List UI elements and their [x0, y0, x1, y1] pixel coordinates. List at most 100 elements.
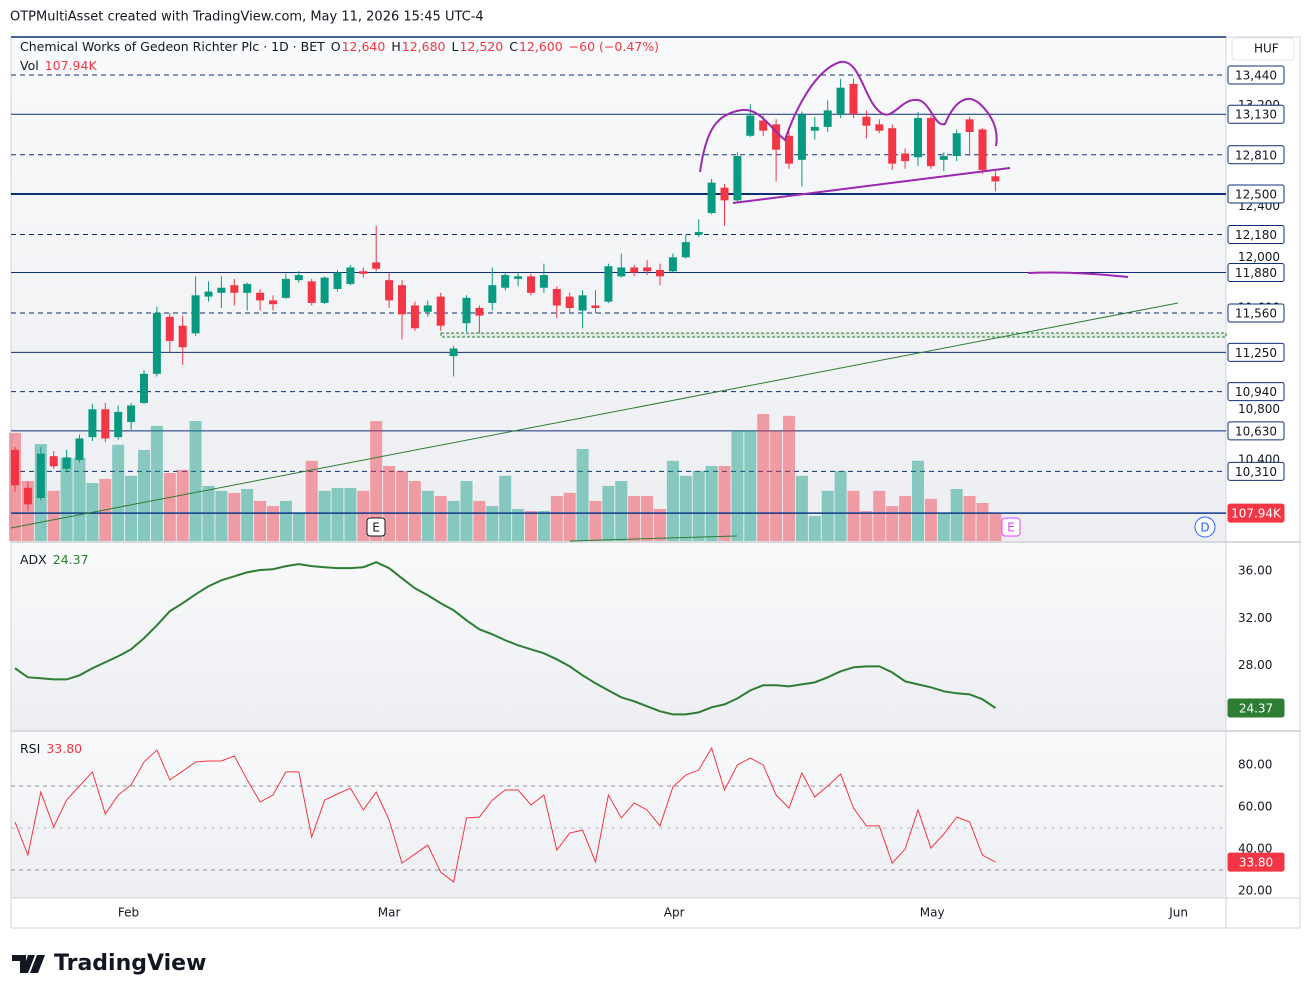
candle-body: [410, 305, 419, 329]
legend-item: 12,520: [459, 39, 503, 54]
candle-body: [939, 156, 948, 160]
legend-value: 33.80: [46, 741, 82, 756]
candle-body: [114, 411, 123, 438]
y-tick-label: 40.00: [1238, 842, 1272, 856]
volume-bar: [138, 449, 150, 541]
legend-item: C: [509, 39, 518, 54]
candle-body: [875, 124, 884, 131]
candle-body: [230, 285, 239, 293]
volume-bar: [163, 472, 176, 541]
volume-bar: [73, 457, 86, 541]
volume-bar: [331, 487, 344, 541]
volume-bar: [447, 500, 460, 541]
volume-bar: [795, 475, 808, 541]
candle-body: [204, 291, 213, 297]
candle-body: [217, 287, 226, 293]
candle-body: [333, 272, 342, 289]
candle-body: [527, 276, 535, 293]
earnings-marker[interactable]: [1001, 517, 1021, 537]
volume-bar: [189, 421, 202, 541]
volume-bar: [847, 490, 860, 541]
price-badge-label: 13,130: [1235, 108, 1277, 122]
support-zone: [440, 332, 1227, 338]
volume-bar: [731, 430, 744, 541]
volume-bar: [21, 481, 34, 541]
volume-bar: [692, 470, 705, 541]
volume-bar: [9, 432, 21, 541]
volume-bar: [744, 430, 757, 541]
volume-bar: [305, 460, 318, 541]
volume-bar: [834, 470, 847, 541]
volume-bar: [434, 496, 447, 541]
y-tick-label: 36.00: [1238, 564, 1272, 578]
candle-body: [178, 325, 187, 348]
candle-body: [36, 453, 45, 498]
candle-body: [423, 305, 432, 312]
price-badge-label: 10,940: [1235, 385, 1277, 399]
adx-pane: [11, 543, 1226, 730]
price-badge: [1227, 852, 1285, 872]
volume-bar: [641, 496, 654, 541]
y-tick-label: 60.00: [1238, 800, 1272, 814]
volume-bar: [318, 490, 331, 541]
candle-body: [475, 307, 484, 316]
candle-body: [372, 262, 381, 269]
x-tick-label: Feb: [118, 906, 139, 920]
volume-bar: [60, 457, 73, 541]
volume-bar: [679, 475, 692, 541]
volume-bar: [757, 414, 770, 541]
volume-bar: [615, 481, 628, 541]
volume-bar: [628, 496, 641, 541]
volume-bar: [783, 415, 795, 541]
candle-body: [385, 280, 394, 301]
volume-bar: [486, 506, 499, 541]
brand: TradingView: [54, 951, 206, 976]
candle-body: [11, 449, 19, 486]
trend-line: [569, 535, 738, 542]
candle-body: [462, 297, 471, 324]
price-badge: [1227, 342, 1285, 362]
candle-body: [294, 275, 303, 281]
dividend-marker[interactable]: [1194, 516, 1216, 538]
legend-item: L: [452, 39, 459, 54]
volume-bar: [512, 508, 525, 541]
volume-bar: [989, 513, 1002, 541]
candle-body: [281, 278, 290, 298]
price-badge: [1227, 145, 1285, 165]
volume-bar: [550, 496, 563, 541]
candle-body: [269, 300, 277, 305]
price-badge-label: 12,810: [1235, 148, 1277, 162]
volume-bar: [821, 490, 834, 541]
currency-box[interactable]: [1231, 37, 1295, 61]
volume-bar: [576, 448, 589, 541]
price-badge: [1227, 698, 1285, 718]
earnings-label: E: [1007, 521, 1015, 535]
price-badge-label: 107.94K: [1231, 507, 1282, 521]
candle-body: [901, 153, 910, 162]
volume-bar: [396, 470, 408, 541]
candle-body: [823, 110, 832, 127]
candle-body: [604, 266, 613, 302]
volume-bar: [112, 444, 125, 541]
candle-body: [152, 313, 161, 374]
indicator-line: [14, 561, 996, 716]
candle-body: [643, 267, 652, 272]
candle-body: [23, 487, 32, 505]
earnings-marker[interactable]: [366, 517, 386, 537]
legend-name: ADX: [20, 552, 47, 567]
legend-item: O: [331, 39, 341, 54]
price-badge-label: 13,440: [1235, 68, 1277, 82]
volume-bar: [976, 502, 989, 541]
currency: HUF: [1254, 42, 1279, 56]
legend: RSI 33.80: [20, 741, 82, 756]
price-badge-label: 10,630: [1235, 424, 1277, 438]
y-tick-label: 32.00: [1238, 611, 1272, 625]
volume-bar: [666, 460, 679, 541]
volume-bar: [473, 500, 486, 541]
legend-value: 24.37: [53, 552, 89, 567]
price-badge-label: 11,560: [1235, 307, 1277, 321]
candle-body: [746, 115, 755, 136]
price-badge: [1227, 303, 1285, 323]
volume-bar: [912, 460, 924, 541]
volume-bar: [963, 496, 976, 541]
